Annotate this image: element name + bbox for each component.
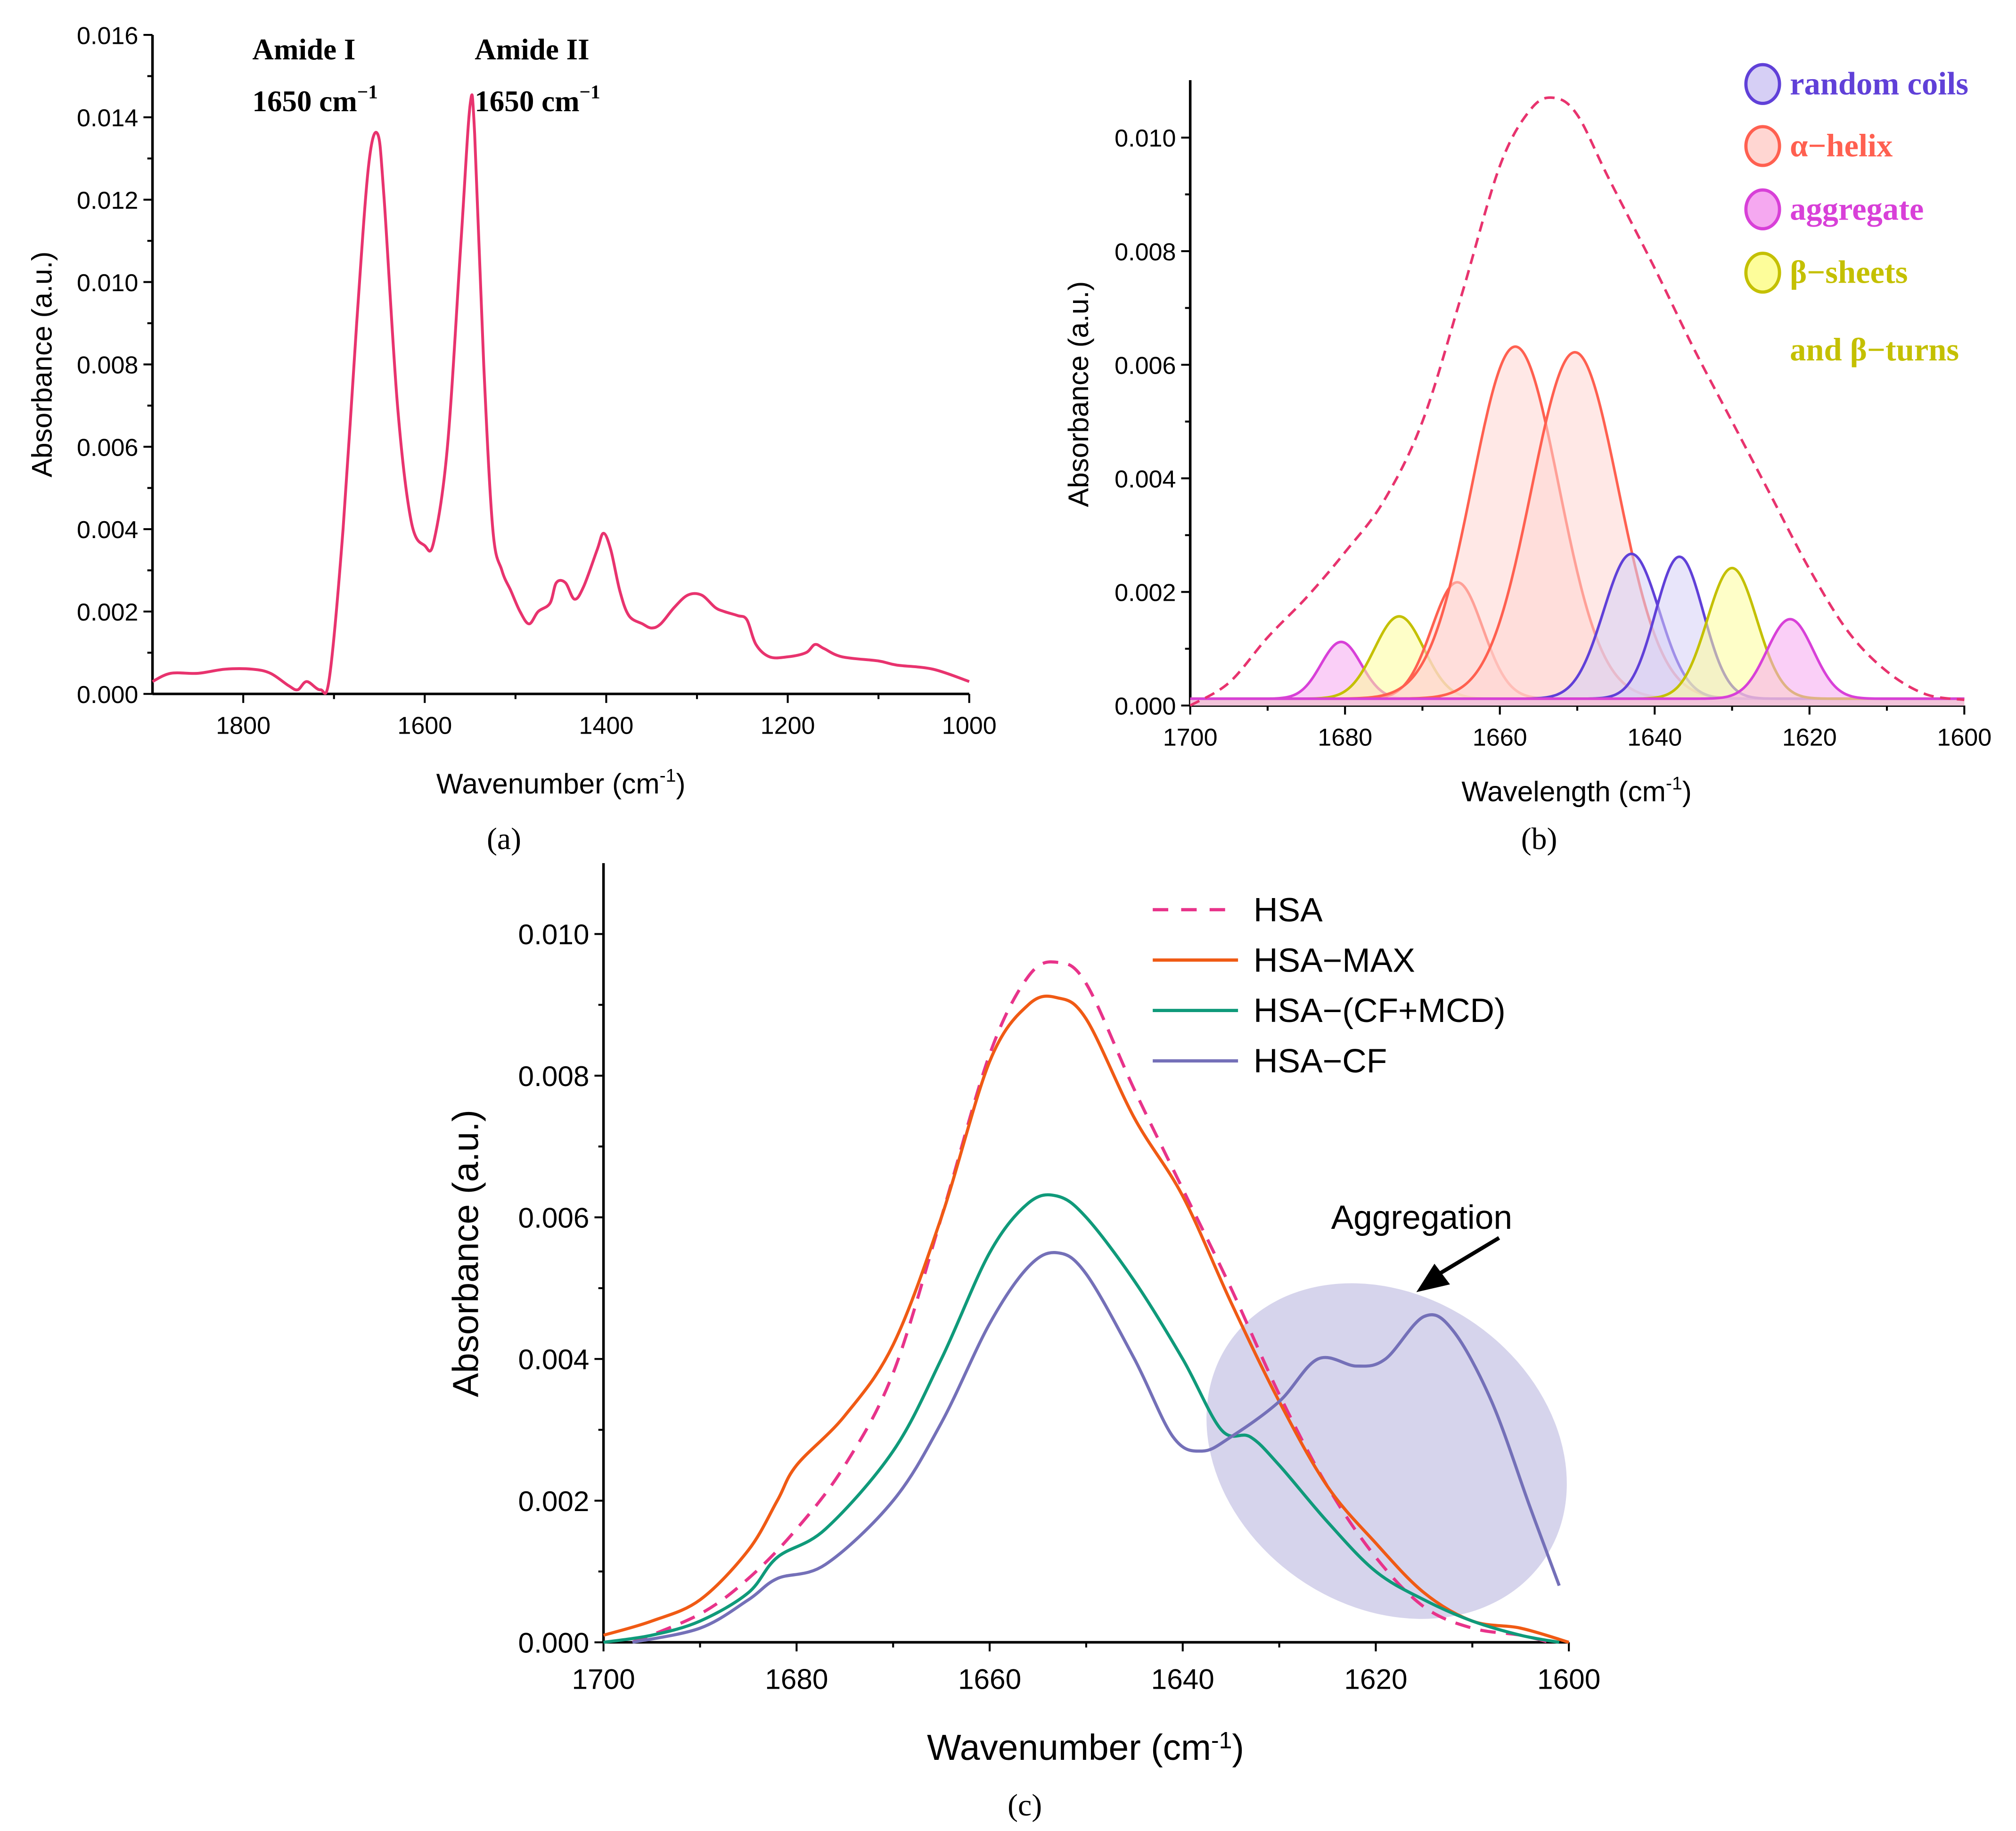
y-axis-label: Absorbance (a.u.) bbox=[1062, 281, 1094, 507]
series-line bbox=[632, 1251, 1561, 1644]
panel-label: (c) bbox=[1008, 1788, 1042, 1823]
y-tick-label: 0.004 bbox=[518, 1343, 590, 1375]
y-tick-label: 0.002 bbox=[77, 599, 138, 626]
panel-label: (a) bbox=[487, 822, 521, 856]
aggregation-highlight bbox=[1206, 1283, 1567, 1619]
x-tick-label: 1700 bbox=[572, 1663, 635, 1695]
y-tick-label: 0.004 bbox=[77, 516, 138, 544]
y-tick-label: 0.012 bbox=[77, 187, 138, 214]
y-tick-label: 0.006 bbox=[518, 1202, 590, 1234]
x-tick-label: 1400 bbox=[579, 712, 634, 740]
y-tick-label: 0.000 bbox=[77, 681, 138, 709]
panel-c: 1700 1680 1660 1640 1620 1600 0.000 0.002 0.004 0… bbox=[446, 863, 1600, 1823]
y-tick-label: 0.000 bbox=[518, 1627, 590, 1659]
x-axis-label-text: Wavenumber (cm bbox=[927, 1727, 1211, 1768]
legend-label: HSA−(CF+MCD) bbox=[1254, 992, 1506, 1030]
y-tick-label: 0.004 bbox=[1115, 466, 1176, 493]
legend-swatch bbox=[1744, 252, 1781, 294]
legend-label: β−sheets bbox=[1790, 254, 1908, 290]
x-tick-label: 1700 bbox=[1163, 724, 1218, 751]
y-tick-label: 0.008 bbox=[518, 1060, 590, 1092]
spectrum-line bbox=[152, 93, 970, 695]
annotation-label: Aggregation bbox=[1331, 1199, 1513, 1236]
panel-b: 1700 1680 1660 1640 1620 1600 0.000 0.002 0.004 0… bbox=[1062, 63, 1991, 856]
y-tick-label: 0.008 bbox=[77, 352, 138, 379]
legend-label-line2: and β−turns bbox=[1790, 332, 1959, 368]
annotation-title: Amide II bbox=[475, 33, 590, 66]
x-tick-label: 1680 bbox=[765, 1663, 828, 1695]
legend-label: random coils bbox=[1790, 65, 1968, 101]
y-axis-label: Absorbance (a.u.) bbox=[446, 1110, 486, 1397]
arrow-head-icon bbox=[1416, 1264, 1450, 1292]
y-tick-label: 0.002 bbox=[518, 1485, 590, 1517]
x-tick-label: 1200 bbox=[761, 712, 815, 740]
legend-swatch bbox=[1744, 63, 1781, 105]
component-fill bbox=[1190, 352, 1965, 706]
y-tick-label: 0.008 bbox=[1115, 238, 1176, 266]
legend-label: HSA−CF bbox=[1254, 1042, 1387, 1080]
y-tick-label: 0.010 bbox=[1115, 125, 1176, 152]
annotation-wavenumber: 1650 cm−1 bbox=[252, 81, 377, 117]
x-axis-label: Wavenumber (cm-1) bbox=[436, 766, 686, 800]
x-tick-label: 1640 bbox=[1151, 1663, 1214, 1695]
x-tick-label: 1600 bbox=[397, 712, 452, 740]
x-axis-label: Wavenumber (cm-1) bbox=[927, 1727, 1244, 1768]
x-axis-label-close: ) bbox=[1682, 775, 1692, 807]
x-axis-label: Wavelength (cm-1) bbox=[1461, 774, 1692, 808]
envelope-line bbox=[1189, 96, 1965, 707]
annotation-wavenumber-text: 1650 cm bbox=[475, 85, 579, 118]
x-tick-label: 1600 bbox=[1937, 724, 1991, 751]
x-tick-label: 1660 bbox=[958, 1663, 1021, 1695]
legend-label: aggregate bbox=[1790, 191, 1924, 227]
annotation-arrow-shaft bbox=[1433, 1236, 1500, 1279]
x-tick-label: 1800 bbox=[216, 712, 270, 740]
x-tick-label: 1000 bbox=[942, 712, 997, 740]
y-tick-label: 0.000 bbox=[1115, 693, 1176, 720]
legend-swatch bbox=[1744, 125, 1781, 167]
panel-a: 1800 1600 1400 1200 1000 0.000 0.002 0.004 0.006… bbox=[26, 22, 997, 856]
component-fill bbox=[1190, 616, 1965, 706]
y-tick-label: 0.016 bbox=[77, 22, 138, 49]
annotation-sup: −1 bbox=[357, 81, 378, 102]
x-tick-label: 1680 bbox=[1318, 724, 1372, 751]
x-axis-label-text: Wavelength (cm bbox=[1461, 775, 1666, 807]
x-tick-label: 1640 bbox=[1627, 724, 1682, 751]
x-tick-label: 1620 bbox=[1782, 724, 1837, 751]
y-tick-label: 0.010 bbox=[518, 918, 590, 950]
component-peak bbox=[1190, 618, 1965, 700]
x-tick-label: 1600 bbox=[1537, 1663, 1600, 1695]
series-line bbox=[631, 960, 1550, 1644]
x-axis-label-text: Wavenumber (cm bbox=[436, 768, 660, 800]
annotation-wavenumber: 1650 cm−1 bbox=[475, 81, 600, 117]
y-tick-label: 0.010 bbox=[77, 270, 138, 297]
y-tick-label: 0.006 bbox=[1115, 352, 1176, 379]
y-tick-label: 0.002 bbox=[1115, 579, 1176, 606]
y-axis-label: Absorbance (a.u.) bbox=[26, 252, 58, 478]
annotation-sup: −1 bbox=[580, 81, 600, 102]
component-fill bbox=[1190, 619, 1965, 706]
y-tick-label: 0.014 bbox=[77, 105, 138, 132]
panel-label: (b) bbox=[1521, 822, 1557, 856]
x-tick-label: 1620 bbox=[1344, 1663, 1407, 1695]
x-axis-label-close: ) bbox=[1232, 1727, 1244, 1768]
series-line bbox=[603, 994, 1570, 1644]
x-axis-label-close: ) bbox=[676, 768, 685, 800]
legend-label: HSA−MAX bbox=[1254, 941, 1415, 979]
x-axis-label-sup: -1 bbox=[1666, 774, 1682, 794]
legend-label: α−helix bbox=[1790, 128, 1893, 163]
y-tick-label: 0.006 bbox=[77, 434, 138, 461]
series-line bbox=[603, 1193, 1560, 1644]
annotation-wavenumber-text: 1650 cm bbox=[252, 85, 357, 118]
annotation-title: Amide I bbox=[252, 33, 355, 66]
x-axis-label-sup: -1 bbox=[660, 766, 676, 786]
x-tick-label: 1660 bbox=[1473, 724, 1527, 751]
x-axis-label-sup: -1 bbox=[1211, 1727, 1232, 1753]
legend-label: HSA bbox=[1254, 891, 1323, 929]
legend-swatch bbox=[1744, 188, 1781, 230]
